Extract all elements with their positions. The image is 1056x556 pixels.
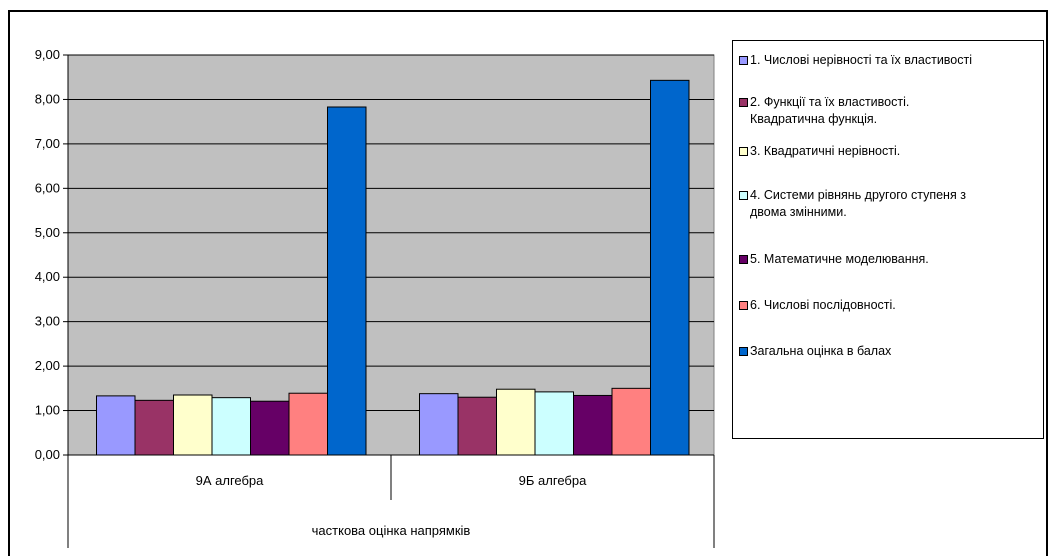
bar — [327, 106, 367, 456]
legend-item: 6. Числові послідовності. — [739, 297, 1039, 314]
legend-label: 3. Квадратичні нерівності. — [750, 144, 901, 158]
y-tick-label: 8,00 — [35, 91, 60, 106]
bar — [288, 392, 328, 456]
y-tick-label: 3,00 — [35, 314, 60, 329]
x-category-label: 9Б алгебра — [519, 473, 587, 488]
legend-item: 2. Функції та їх властивості. Квадратичн… — [739, 94, 1039, 128]
legend-swatch — [739, 301, 748, 310]
legend-label: 4. Системи рівнянь другого ступеня з дво… — [750, 188, 966, 219]
legend-swatch — [739, 255, 748, 264]
bar — [250, 400, 290, 456]
x-group-label: часткова оцінка напрямків — [312, 523, 471, 538]
legend-label: 5. Математичне моделювання. — [750, 252, 929, 266]
y-tick-label: 9,00 — [35, 47, 60, 62]
legend-label: 1. Числові нерівності та їх властивості — [750, 53, 973, 67]
legend-swatch — [739, 56, 748, 65]
bar — [650, 79, 690, 456]
legend-swatch — [739, 191, 748, 200]
bar — [96, 395, 136, 456]
x-category-label: 9А алгебра — [196, 473, 265, 488]
legend-label: 6. Числові послідовності. — [750, 298, 896, 312]
legend-label: Загальна оцінка в балах — [750, 344, 892, 358]
bar — [611, 387, 651, 456]
bar — [573, 394, 613, 456]
legend-item: 5. Математичне моделювання. — [739, 251, 1039, 268]
legend-label: 2. Функції та їх властивості. Квадратичн… — [750, 95, 910, 126]
y-tick-label: 2,00 — [35, 358, 60, 373]
bar — [211, 397, 251, 456]
bar — [419, 393, 459, 456]
y-tick-label: 0,00 — [35, 447, 60, 462]
legend-item: Загальна оцінка в балах — [739, 343, 1039, 360]
legend-swatch — [739, 147, 748, 156]
legend-swatch — [739, 98, 748, 107]
bar — [457, 396, 497, 456]
y-tick-label: 6,00 — [35, 180, 60, 195]
y-tick-label: 7,00 — [35, 136, 60, 151]
bar — [173, 394, 213, 456]
legend-item: 3. Квадратичні нерівності. — [739, 143, 1039, 160]
bar — [134, 399, 174, 456]
bar — [496, 388, 536, 456]
legend: 1. Числові нерівності та їх властивості … — [732, 40, 1044, 439]
y-tick-label: 5,00 — [35, 225, 60, 240]
chart-frame — [8, 10, 1048, 556]
legend-item: 4. Системи рівнянь другого ступеня з дво… — [739, 187, 1039, 221]
legend-swatch — [739, 347, 748, 356]
y-tick-label: 4,00 — [35, 269, 60, 284]
bar — [534, 391, 574, 456]
y-tick-label: 1,00 — [35, 403, 60, 418]
legend-item: 1. Числові нерівності та їх властивості — [739, 52, 1039, 69]
